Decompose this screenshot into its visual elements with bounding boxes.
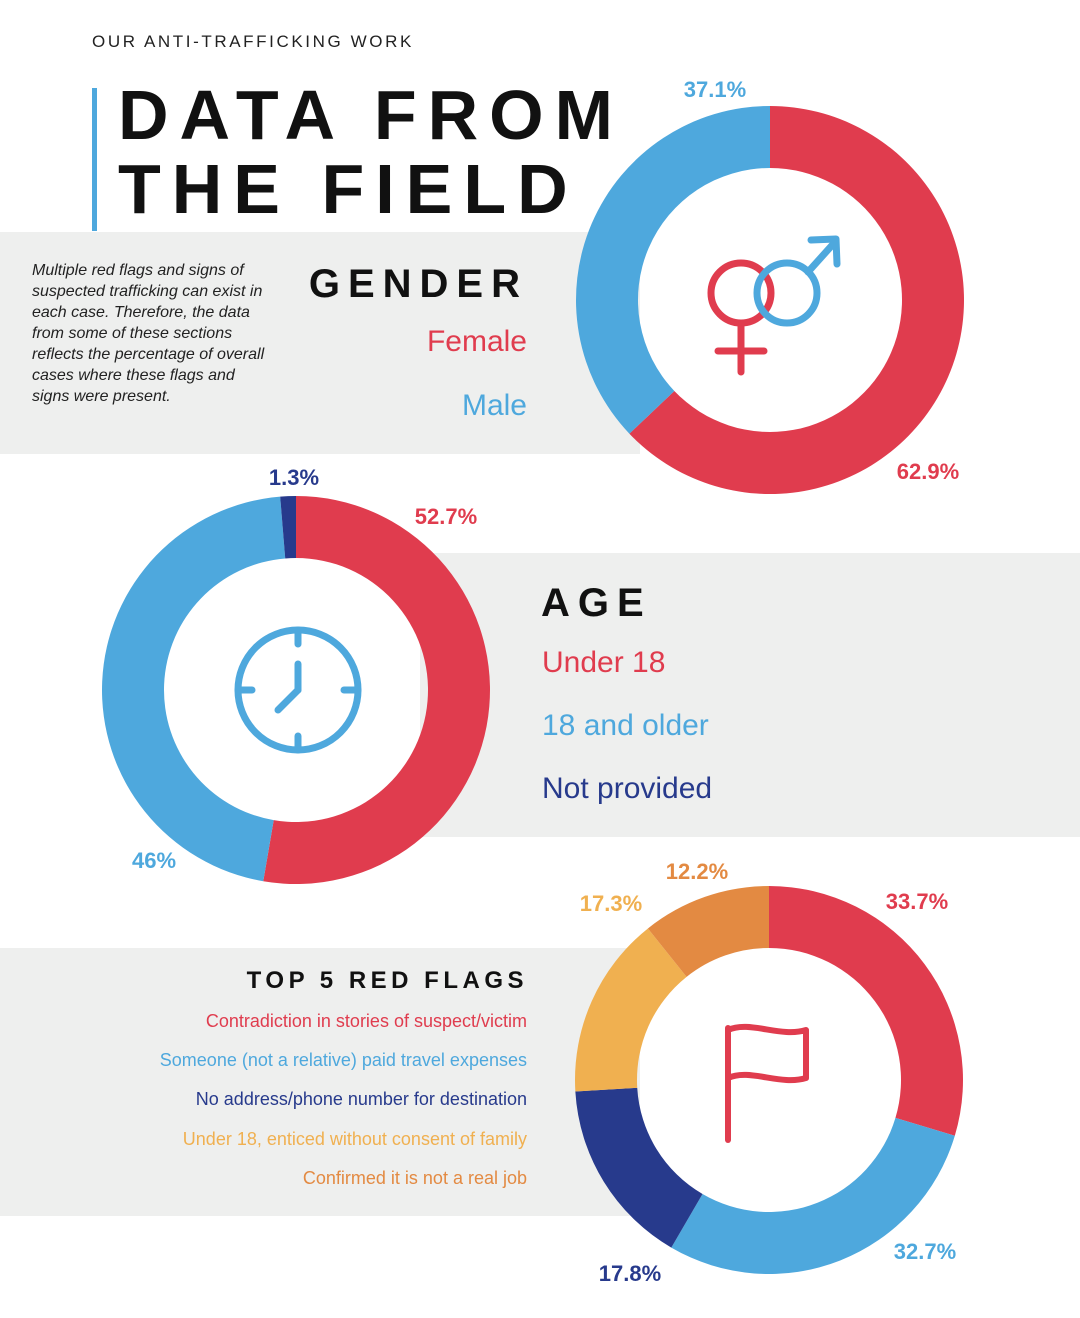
flag-legend-not-real-job: Confirmed it is not a real job: [302, 1168, 527, 1188]
red-flags-slice-3: [575, 1087, 703, 1248]
flags-label-under-18-enticed: 17.3%: [580, 891, 642, 916]
red-flags-slice-1: [769, 886, 963, 1136]
age-band: [420, 553, 1080, 837]
age-label-under-18: 52.7%: [415, 504, 477, 529]
kicker: OUR ANTI-TRAFFICKING WORK: [92, 32, 414, 51]
age-legend-under-18: Under 18: [542, 646, 666, 679]
gender-symbols-icon: [707, 235, 841, 376]
flag-legend-contradiction: Contradiction in stories of suspect/vict…: [205, 1011, 527, 1031]
flags-label-no-address: 17.8%: [599, 1261, 661, 1286]
age-slice-1: [263, 496, 491, 884]
flags-label-contradiction: 33.7%: [886, 889, 948, 914]
age-legend-18-and-older: 18 and older: [542, 709, 709, 742]
clock-icon: [234, 626, 362, 754]
age-slice-3: [280, 496, 296, 559]
gender-band: [0, 232, 640, 454]
gender-label-male: 37.1%: [684, 77, 746, 102]
flags-label-paid-travel: 32.7%: [894, 1239, 956, 1264]
gender-donut-chart: 62.9% 37.1%: [576, 77, 965, 494]
flag-legend-no-address: No address/phone number for destination: [195, 1089, 527, 1109]
age-slice-2: [102, 496, 286, 882]
gender-title: GENDER: [308, 262, 528, 306]
flags-label-not-real-job: 12.2%: [666, 859, 728, 884]
red-flags-band: [0, 948, 640, 1216]
gender-legend-male: Male: [461, 389, 527, 422]
gender-slices: [576, 106, 965, 494]
page-title-line-2: THE FIELD: [118, 150, 579, 228]
age-donut-chart: 52.7% 46% 1.3%: [102, 465, 491, 884]
methodology-note: Multiple red flags and signs of suspecte…: [32, 262, 265, 405]
red-flags-slices: [575, 886, 963, 1274]
page-title-line-1: DATA FROM: [118, 76, 624, 154]
red-flags-slice-5: [647, 886, 769, 977]
red-flags-slice-2: [671, 1117, 955, 1274]
age-label-not-provided: 1.3%: [269, 465, 319, 490]
gender-label-female: 62.9%: [897, 459, 959, 484]
red-flags-donut-chart: 33.7% 32.7% 17.8% 17.3% 12.2%: [575, 859, 963, 1286]
red-flags-slice-4: [575, 928, 687, 1092]
flag-legend-paid-travel: Someone (not a relative) paid travel exp…: [159, 1050, 527, 1070]
gender-slice-2: [576, 106, 770, 434]
age-slices: [102, 496, 491, 884]
age-title: AGE: [541, 581, 652, 625]
flag-icon: [725, 1023, 809, 1143]
title-accent-bar: [92, 88, 97, 231]
page-title: DATA FROM THE FIELD: [118, 78, 624, 226]
flag-legend-under-18-enticed: Under 18, enticed without consent of fam…: [182, 1129, 527, 1149]
age-label-18-and-older: 46%: [132, 848, 176, 873]
gender-slice-1: [629, 106, 965, 494]
gender-legend-female: Female: [426, 325, 527, 358]
red-flags-title: TOP 5 RED FLAGS: [246, 967, 528, 994]
age-legend-not-provided: Not provided: [542, 772, 713, 805]
